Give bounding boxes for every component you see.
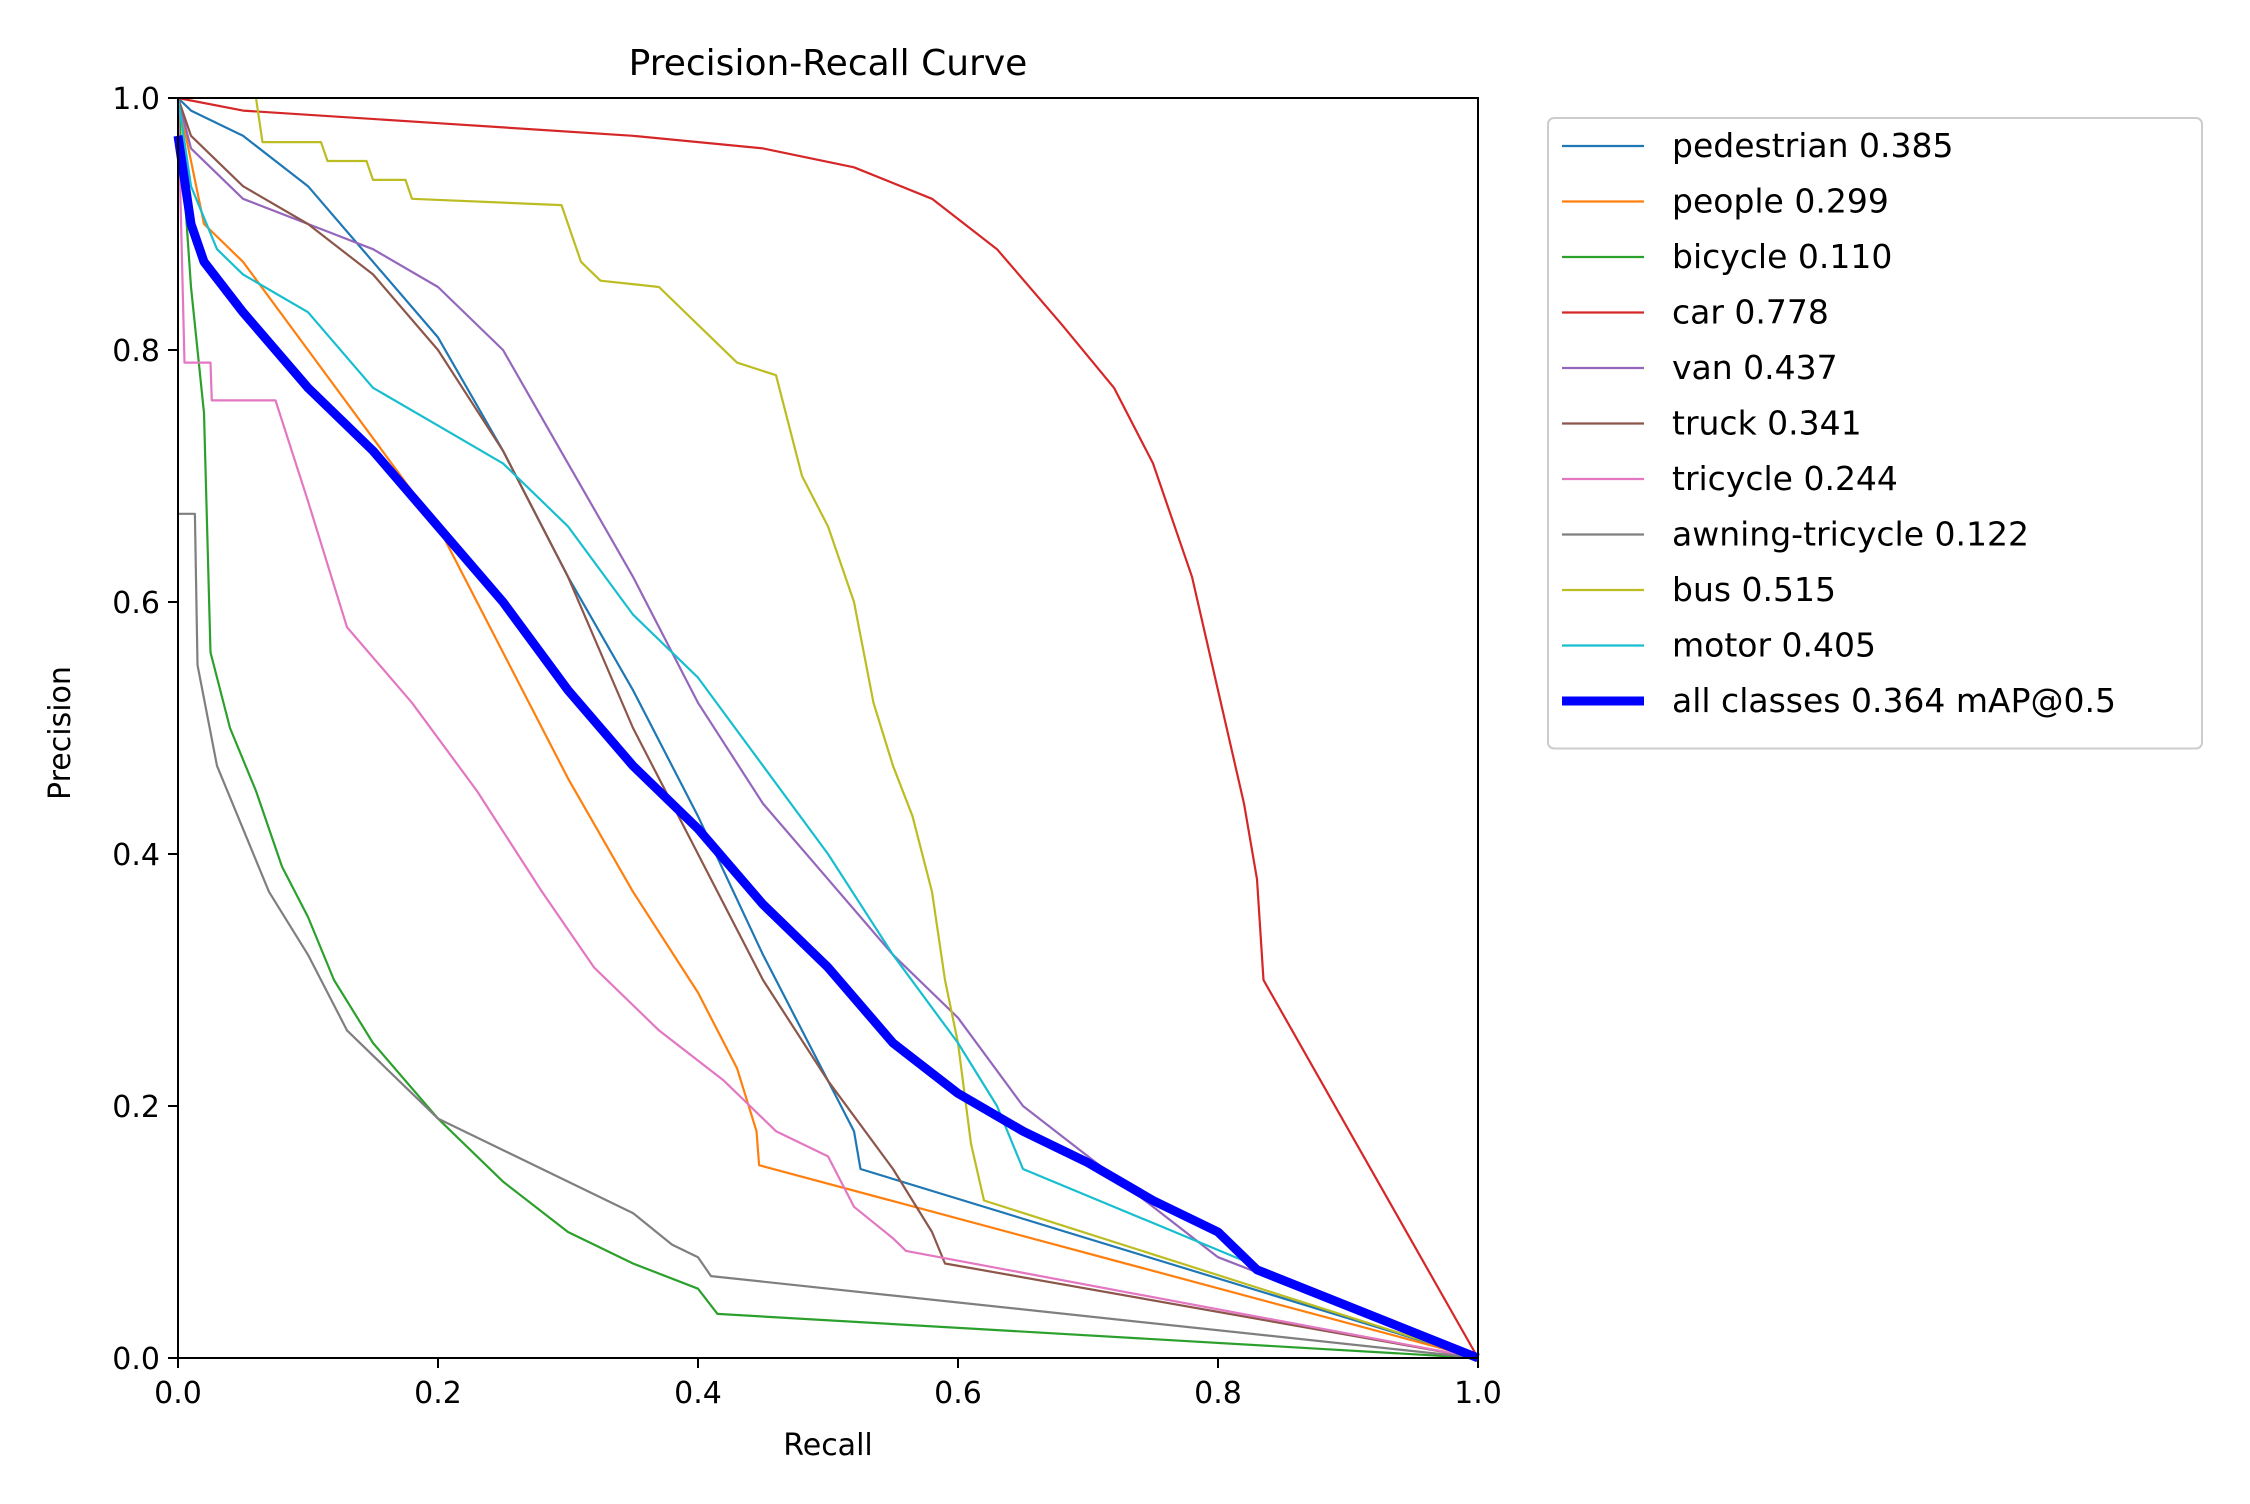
legend-label: awning-tricycle 0.122 [1672,515,2029,554]
legend-label: tricycle 0.244 [1672,459,1898,498]
legend-label: people 0.299 [1672,182,1889,221]
series-line-7 [178,512,1479,1360]
legend-box [1547,117,2203,750]
x-axis-label: Recall [783,1428,873,1463]
legend-label: bicycle 0.110 [1672,237,1892,276]
legend-label: car 0.778 [1672,293,1829,332]
series-line-9 [176,97,1479,1360]
legend-label: van 0.437 [1672,348,1838,387]
axis-ticks: 0.0 0.2 0.4 0.6 0.8 1.0 0.0 0.2 0.4 0.6 0.8 1.0 [112,82,1502,1411]
legend-label: truck 0.341 [1672,404,1862,443]
legend: pedestrian 0.385 people 0.299 bicycle 0.11… [1547,117,2203,750]
series-line-4 [176,97,1479,1360]
y-tick-label: 1.0 [112,82,160,117]
x-tick-label: 0.4 [674,1376,722,1411]
legend-label: pedestrian 0.385 [1672,126,1953,165]
y-tick-label: 0.2 [112,1090,160,1125]
legend-label: all classes 0.364 mAP@0.5 [1672,681,2116,720]
series-line-0 [177,97,1479,1360]
x-tick-label: 0.6 [934,1376,982,1411]
y-tick-label: 0.4 [112,838,160,873]
series-line-3 [177,96,1479,1359]
series-line-1 [176,97,1479,1360]
series-line-6 [176,97,1479,1360]
series-line-2 [176,97,1479,1360]
series-line-8 [254,97,1479,1360]
series-line-10 [173,135,1480,1363]
chart-title: Precision-Recall Curve [629,43,1028,84]
plot-series [173,96,1480,1363]
y-axis-label: Precision [43,666,78,800]
y-tick-label: 0.0 [112,1342,160,1377]
legend-label: motor 0.405 [1672,626,1876,665]
x-tick-label: 0.2 [414,1376,462,1411]
y-tick-label: 0.6 [112,586,160,621]
legend-label: bus 0.515 [1672,570,1836,609]
x-tick-label: 0.8 [1194,1376,1242,1411]
plot-frame [177,97,1479,1359]
x-tick-label: 1.0 [1454,1376,1502,1411]
x-tick-label: 0.0 [154,1376,202,1411]
y-tick-label: 0.8 [112,334,160,369]
series-line-5 [176,97,1479,1360]
